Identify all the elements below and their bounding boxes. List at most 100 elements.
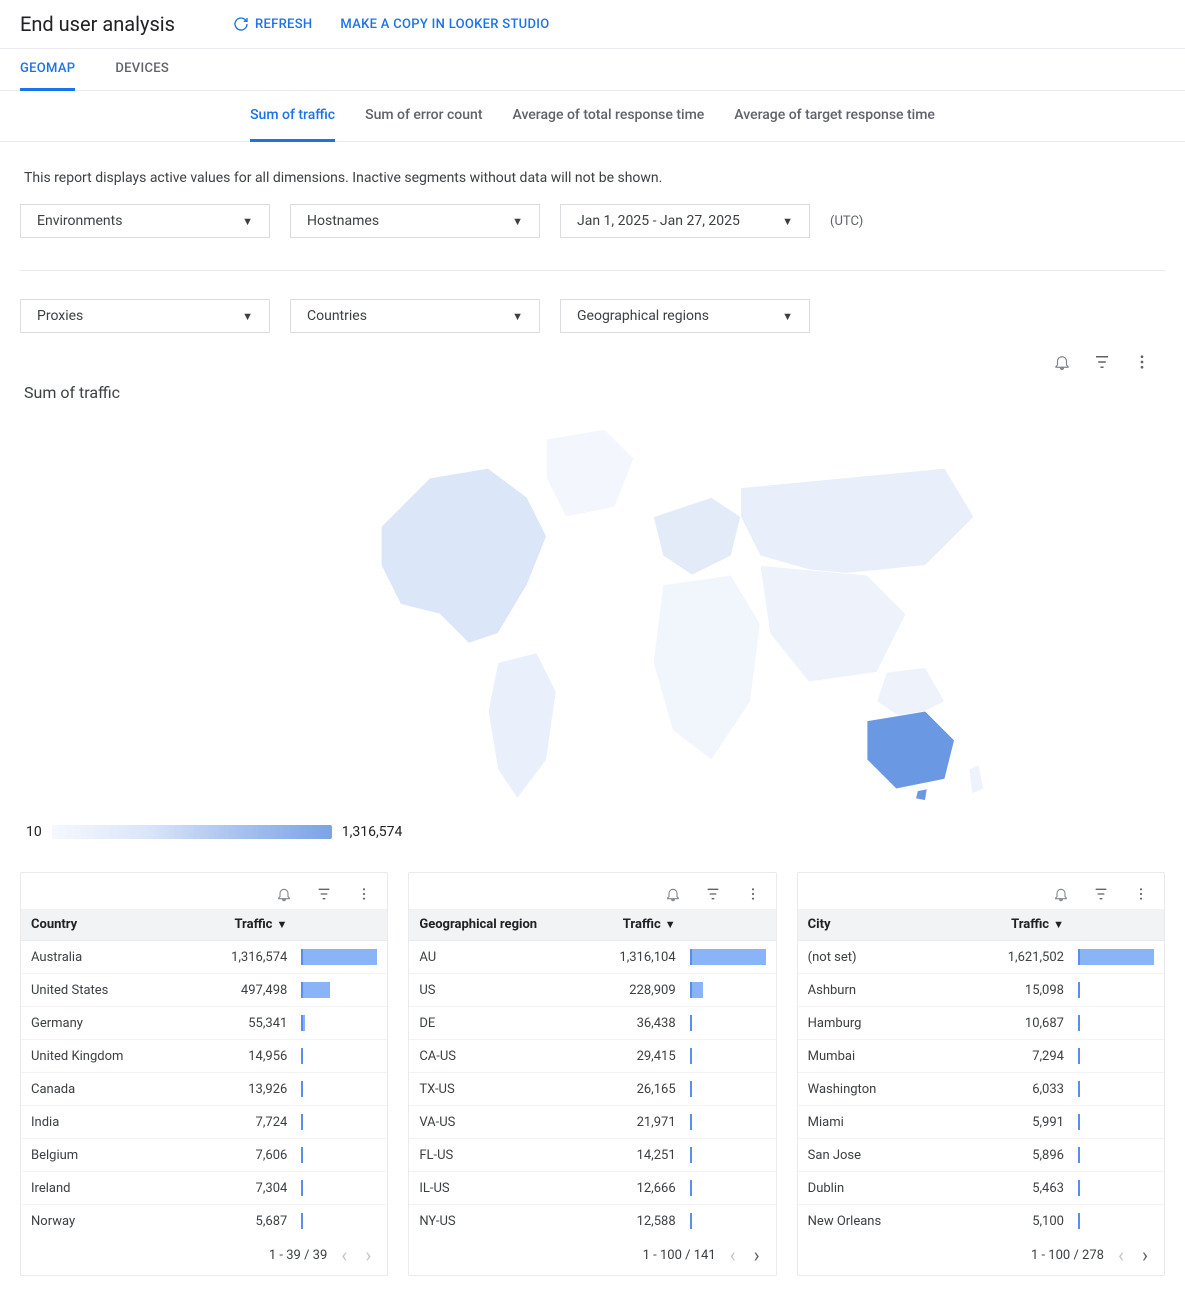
table-row[interactable]: Canada13,926 [21,1073,387,1106]
table-row[interactable]: (not set)1,621,502 [798,941,1164,974]
row-value: 1,621,502 [994,941,1074,974]
row-value: 12,666 [606,1172,686,1205]
prev-page-button[interactable]: ‹ [726,1245,740,1265]
row-bar [686,974,776,1007]
row-label: San Jose [798,1139,994,1172]
row-label: DE [409,1007,605,1040]
table-row[interactable]: Ashburn15,098 [798,974,1164,1007]
table-row[interactable]: New Orleans5,100 [798,1205,1164,1238]
dropdown-regions-label: Geographical regions [577,308,709,324]
table-row[interactable]: CA-US29,415 [409,1040,775,1073]
col-traffic[interactable]: Traffic▼ [217,909,297,941]
prev-page-button[interactable]: ‹ [337,1245,351,1265]
row-label: Miami [798,1106,994,1139]
tab-sum-traffic[interactable]: Sum of traffic [250,91,335,142]
row-value: 26,165 [606,1073,686,1106]
more-icon[interactable] [1131,351,1153,373]
table-row[interactable]: United Kingdom14,956 [21,1040,387,1073]
row-value: 7,724 [217,1106,297,1139]
table-row[interactable]: FL-US14,251 [409,1139,775,1172]
next-page-button[interactable]: › [361,1245,375,1265]
dropdown-countries[interactable]: Countries ▼ [290,299,540,333]
filter-icon[interactable] [702,883,724,905]
more-icon[interactable] [742,883,764,905]
row-value: 1,316,104 [606,941,686,974]
tab-sum-error[interactable]: Sum of error count [365,91,482,141]
table-row[interactable]: DE36,438 [409,1007,775,1040]
next-page-button[interactable]: › [750,1245,764,1265]
table-row[interactable]: Dublin5,463 [798,1172,1164,1205]
dropdown-environments[interactable]: Environments ▼ [20,204,270,238]
filter-icon[interactable] [1090,883,1112,905]
table-row[interactable]: US228,909 [409,974,775,1007]
alert-icon[interactable] [273,883,295,905]
metric-tabs: Sum of traffic Sum of error count Averag… [0,91,1185,142]
filter-icon[interactable] [1091,351,1113,373]
row-label: Ashburn [798,974,994,1007]
refresh-button[interactable]: REFRESH [233,16,312,32]
table-row[interactable]: Belgium7,606 [21,1139,387,1172]
filter-icon[interactable] [313,883,335,905]
row-bar [1074,941,1164,974]
table-row[interactable]: Ireland7,304 [21,1172,387,1205]
table-row[interactable]: India7,724 [21,1106,387,1139]
row-label: AU [409,941,605,974]
table-row[interactable]: Miami5,991 [798,1106,1164,1139]
row-bar [686,1007,776,1040]
row-label: FL-US [409,1139,605,1172]
table-row[interactable]: San Jose5,896 [798,1139,1164,1172]
dropdown-regions[interactable]: Geographical regions ▼ [560,299,810,333]
col-country[interactable]: Country [21,909,217,941]
col-city[interactable]: City [798,909,994,941]
row-value: 7,304 [217,1172,297,1205]
chevron-down-icon: ▼ [242,310,253,323]
report-note: This report displays active values for a… [24,170,1165,186]
world-map[interactable] [323,410,1003,818]
col-traffic[interactable]: Traffic▼ [994,909,1074,941]
more-icon[interactable] [353,883,375,905]
dropdown-proxies[interactable]: Proxies ▼ [20,299,270,333]
table-row[interactable]: Hamburg10,687 [798,1007,1164,1040]
tab-avg-target[interactable]: Average of target response time [734,91,935,141]
row-label: Australia [21,941,217,974]
pager-text: 1 - 100 / 278 [1031,1248,1104,1263]
table-row[interactable]: Mumbai7,294 [798,1040,1164,1073]
row-label: CA-US [409,1040,605,1073]
dropdown-daterange-label: Jan 1, 2025 - Jan 27, 2025 [577,213,740,229]
more-icon[interactable] [1130,883,1152,905]
table-row[interactable]: NY-US12,588 [409,1205,775,1238]
table-row[interactable]: Washington6,033 [798,1073,1164,1106]
dropdown-environments-label: Environments [37,213,122,229]
alert-icon[interactable] [1051,351,1073,373]
table-row[interactable]: Germany55,341 [21,1007,387,1040]
table-row[interactable]: IL-US12,666 [409,1172,775,1205]
row-bar [686,941,776,974]
tab-devices[interactable]: DEVICES [115,49,169,90]
dropdown-hostnames[interactable]: Hostnames ▼ [290,204,540,238]
row-label: VA-US [409,1106,605,1139]
col-region[interactable]: Geographical region [409,909,605,941]
table-row[interactable]: VA-US21,971 [409,1106,775,1139]
row-label: IL-US [409,1172,605,1205]
row-value: 5,463 [994,1172,1074,1205]
table-row[interactable]: Norway5,687 [21,1205,387,1238]
col-traffic[interactable]: Traffic▼ [606,909,686,941]
prev-page-button[interactable]: ‹ [1114,1245,1128,1265]
row-value: 5,687 [217,1205,297,1238]
table-row[interactable]: AU1,316,104 [409,941,775,974]
row-bar [686,1040,776,1073]
alert-icon[interactable] [662,883,684,905]
tab-geomap[interactable]: GEOMAP [20,49,75,91]
alert-icon[interactable] [1050,883,1072,905]
table-row[interactable]: Australia1,316,574 [21,941,387,974]
tab-avg-total[interactable]: Average of total response time [513,91,705,141]
table-row[interactable]: United States497,498 [21,974,387,1007]
row-value: 14,956 [217,1040,297,1073]
row-label: Ireland [21,1172,217,1205]
copy-looker-button[interactable]: MAKE A COPY IN LOOKER STUDIO [340,17,549,32]
tables-row: Country Traffic▼ Australia1,316,574Unite… [20,872,1165,1276]
table-row[interactable]: TX-US26,165 [409,1073,775,1106]
dropdown-daterange[interactable]: Jan 1, 2025 - Jan 27, 2025 ▼ [560,204,810,238]
next-page-button[interactable]: › [1138,1245,1152,1265]
sort-desc-icon: ▼ [1053,918,1064,931]
